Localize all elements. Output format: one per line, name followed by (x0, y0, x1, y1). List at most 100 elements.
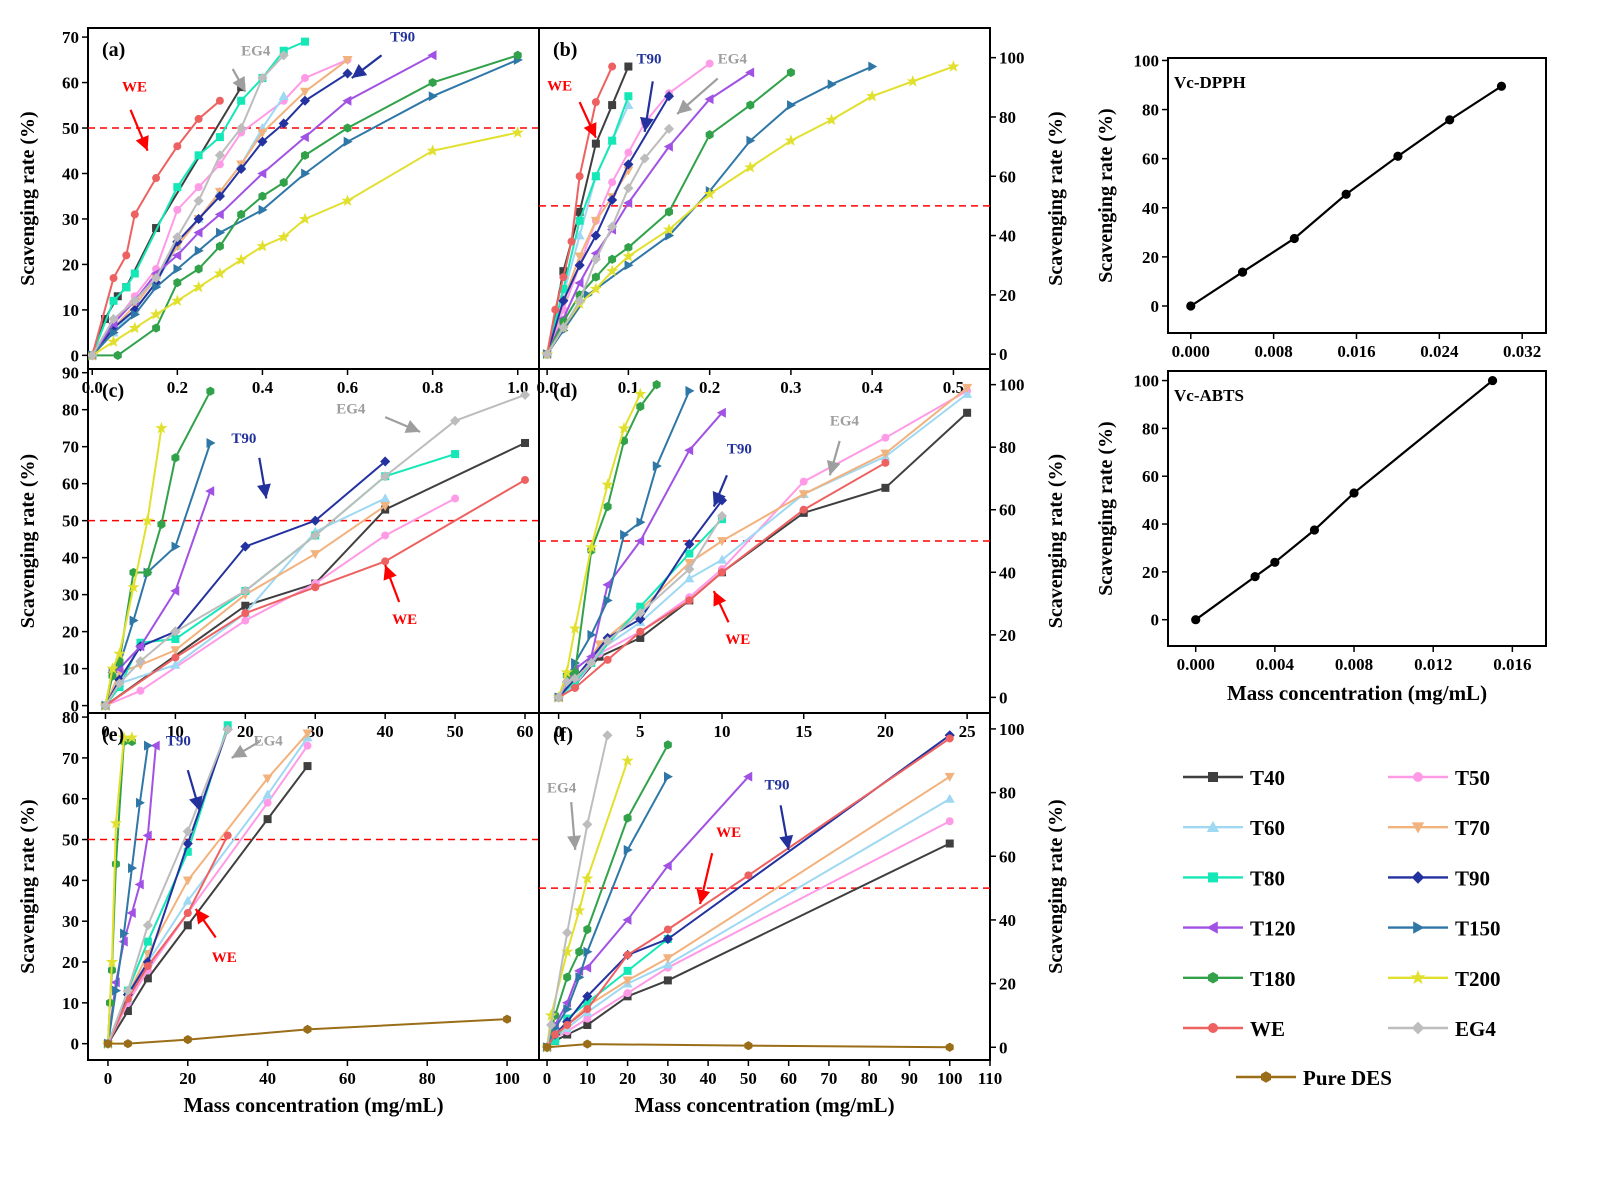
data-point-t120 (662, 860, 672, 871)
y-tick-label: 40 (62, 164, 79, 183)
y-tick-label: 20 (62, 623, 79, 642)
legend-marker (1208, 772, 1219, 783)
data-point-t70 (574, 252, 585, 262)
series-group (88, 37, 524, 361)
y-tick-label: 0 (71, 346, 80, 365)
y-tick-label: 100 (999, 49, 1025, 68)
data-point-t200 (634, 387, 647, 400)
x-tick-label: 0.4 (862, 378, 884, 397)
legend-label: T70 (1455, 816, 1490, 840)
data-point-t40 (143, 974, 152, 983)
series-line-we (546, 737, 951, 1048)
data-point-t150 (152, 282, 162, 293)
data-point-t200 (277, 230, 290, 243)
y-tick-label: 60 (1142, 150, 1159, 169)
data-point-eg4 (582, 819, 593, 830)
data-point-t180 (279, 177, 288, 188)
x-tick-label: 0.016 (1493, 655, 1531, 674)
data-point-t50 (303, 741, 312, 750)
data-point-t200 (947, 60, 960, 72)
y-tick-label: 60 (999, 167, 1016, 186)
annotation-arrow-head (351, 63, 368, 79)
data-point-t120 (622, 914, 632, 925)
annotation-arrow-head (195, 908, 210, 925)
x-tick-label: 0.5 (943, 378, 964, 397)
legend-marker (1413, 772, 1424, 783)
data-point-eg4 (100, 700, 111, 711)
data-point-eg4 (623, 183, 634, 194)
data-point-eg4 (236, 122, 247, 134)
inset-label: Vc-ABTS (1174, 386, 1244, 405)
data-point-we (122, 251, 131, 260)
legend-entry-eg4: EG4 (1388, 1017, 1496, 1041)
annotation-arrow-head (712, 490, 726, 507)
y-tick-label: 100 (1134, 372, 1160, 391)
data-point-t150 (136, 797, 146, 808)
data-point-t70 (380, 502, 391, 512)
data-point-vc-abts (1349, 488, 1359, 498)
annotation-arrow-head (404, 419, 421, 433)
y-tick-label: 10 (62, 301, 79, 320)
data-point-t80 (624, 92, 633, 101)
data-point-t200 (703, 187, 716, 200)
y-tick-label: 80 (1142, 101, 1159, 120)
x-tick-label: 20 (619, 1069, 636, 1088)
data-point-eg4 (663, 123, 675, 134)
panel-f: 0 20 40 60 80 100 0 10 20 30 40 50 60 70 80 90 100 110 0 5 1… (538, 712, 1067, 1117)
x-axis-title: Mass concentration (mg/mL) (183, 1093, 443, 1117)
data-point-we (603, 655, 612, 664)
x-tick-label: 0.032 (1503, 342, 1541, 361)
y-tick-label: 60 (999, 847, 1016, 866)
data-point-t60 (944, 793, 955, 803)
y-tick-label: 20 (1142, 563, 1159, 582)
y-tick-label: 20 (999, 286, 1016, 305)
data-point-eg4 (561, 676, 572, 687)
series-group (552, 380, 973, 703)
series-line-t50 (105, 497, 456, 707)
data-point-t40 (624, 62, 633, 71)
y-tick-label: 40 (62, 871, 79, 890)
data-point-t80 (623, 966, 632, 975)
plot-frame (87, 712, 540, 1061)
data-point-we (636, 627, 645, 636)
data-point-t150 (636, 517, 646, 528)
panel-label: (b) (553, 39, 577, 61)
series-group (540, 730, 955, 1053)
data-point-t40 (591, 139, 600, 148)
y-axis-title: Scavenging rate (%) (1095, 108, 1117, 282)
legend-label: T200 (1455, 967, 1501, 991)
data-point-t200 (784, 134, 797, 146)
x-tick-label: 0.3 (780, 378, 801, 397)
data-point-t200 (341, 194, 354, 206)
y-tick-label: 80 (999, 108, 1016, 127)
data-point-t70 (342, 55, 353, 65)
data-point-t150 (563, 1004, 573, 1015)
data-point-t150 (685, 385, 695, 396)
y-tick-label: 100 (1134, 51, 1160, 70)
data-point-pure-des (103, 1039, 112, 1049)
data-point-eg4 (214, 150, 225, 161)
x-tick-label: 70 (820, 1069, 837, 1088)
data-point-t150 (665, 230, 675, 241)
panel-label: (e) (102, 724, 124, 746)
series-line-t90 (104, 460, 386, 707)
data-point-eg4 (380, 471, 391, 482)
y-tick-label: 70 (62, 438, 79, 457)
data-point-t120 (257, 168, 267, 179)
data-point-t150 (428, 91, 438, 102)
data-point-t90 (240, 541, 251, 552)
data-point-t180 (705, 130, 714, 140)
data-point-t50 (194, 183, 203, 192)
panel-b: 0 20 40 60 80 100 0.0 0.1 0.2 0.3 0.4 0.5 T90 EG4 WE (b… (537, 27, 1067, 397)
data-point-t180 (258, 191, 267, 201)
data-point-t70 (944, 772, 955, 782)
data-point-t70 (590, 216, 601, 226)
data-point-we (241, 609, 250, 618)
data-point-t90 (278, 118, 289, 129)
series-line-t120 (91, 54, 434, 356)
legend-marker (1411, 871, 1425, 884)
data-point-vc-abts (1191, 615, 1201, 625)
data-point-we (194, 114, 203, 123)
data-point-t60 (684, 573, 695, 583)
data-point-vc-dpph (1341, 189, 1351, 199)
